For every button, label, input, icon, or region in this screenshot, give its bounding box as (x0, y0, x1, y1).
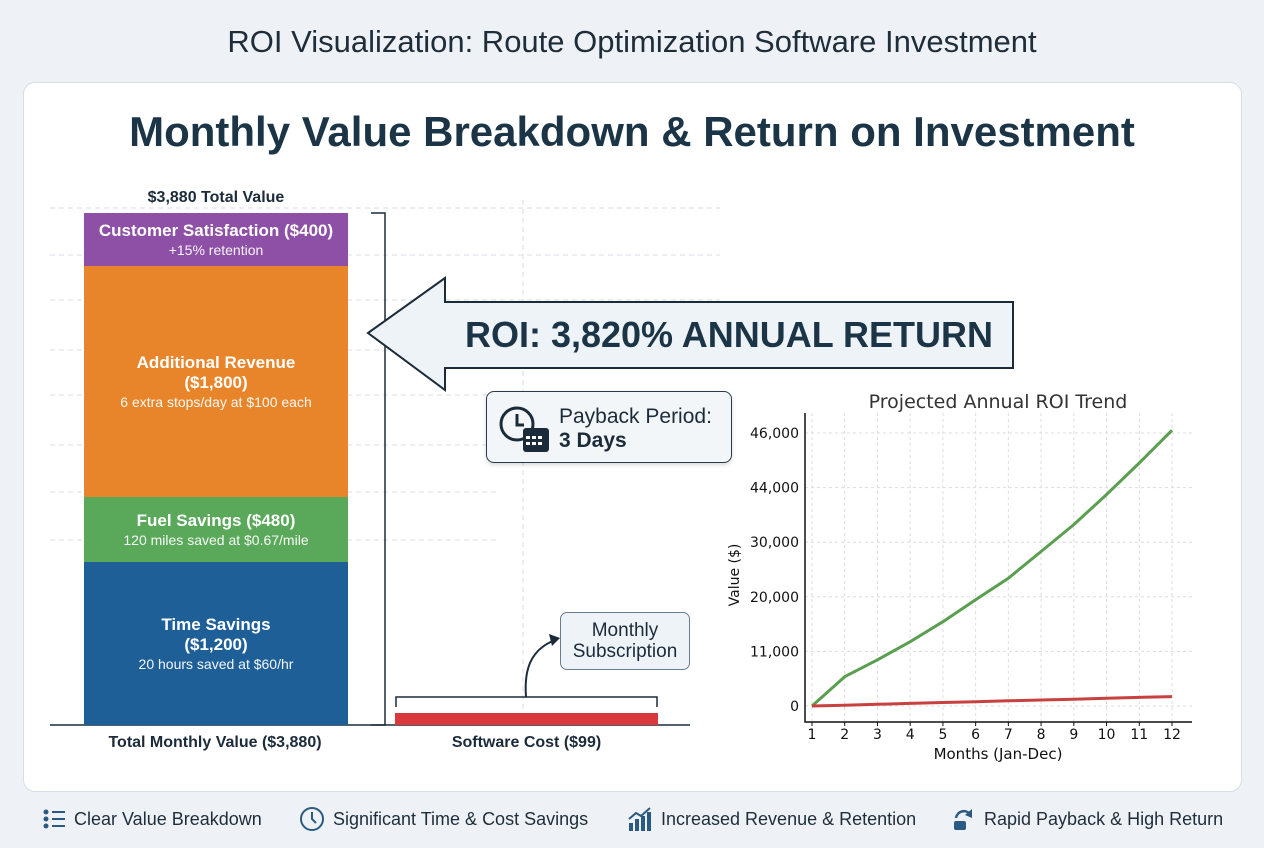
annotation-arrow (524, 639, 556, 698)
x-tick-label: 12 (1163, 727, 1181, 743)
y-tick-label: 0 (790, 699, 799, 715)
x-tick-label: 10 (1098, 727, 1116, 743)
payback-box: Payback Period: 3 Days (486, 391, 732, 463)
payback-label: Payback Period: (559, 405, 712, 428)
footer-item-time-savings: Significant Time & Cost Savings (299, 807, 588, 831)
y-tick-label: 20,000 (750, 590, 799, 606)
x-tick-label: 6 (971, 727, 980, 743)
x-tick-label: 11 (1130, 727, 1148, 743)
axes (804, 413, 1192, 723)
y-tick-label: 30,000 (750, 535, 799, 551)
series-line-value (810, 429, 1174, 708)
x-tick-label: 8 (1037, 727, 1046, 743)
chart-title: Projected Annual ROI Trend (869, 391, 1128, 413)
software-cost-bar (395, 713, 658, 725)
segment-subtitle: 20 hours saved at $60/hr (138, 655, 294, 672)
x-axis-label: Months (Jan-Dec) (934, 745, 1063, 763)
footer-label: Rapid Payback & High Return (984, 808, 1224, 829)
y-tick-label: 44,000 (750, 481, 799, 497)
x-tick-label: 9 (1069, 727, 1078, 743)
total-monthly-label: Total Monthly Value ($3,880) (108, 734, 322, 751)
footer-item-value-breakdown: Clear Value Breakdown (42, 807, 262, 831)
software-bracket (395, 696, 658, 707)
subscription-annotation: Monthly Subscription (560, 612, 690, 670)
main-title: Monthly Value Breakdown & Return on Inve… (129, 108, 1135, 155)
segment-time-savings: Time Savings ($1,200) 20 hours saved at … (84, 562, 348, 725)
x-tick-label: 5 (938, 727, 947, 743)
segment-subtitle: 120 miles saved at $0.67/mile (123, 531, 309, 548)
growth-chart-icon (628, 807, 651, 831)
x-tick-label: 7 (1004, 727, 1013, 743)
roi-arrow (366, 276, 1014, 392)
footer-item-payback: Rapid Payback & High Return (950, 807, 1223, 831)
segment-fuel-savings: Fuel Savings ($480) 120 miles saved at $… (84, 497, 348, 563)
x-tick-label: 1 (808, 727, 817, 743)
list-icon (43, 809, 65, 829)
x-tick-label: 2 (840, 727, 849, 743)
y-tick-label: 46,000 (750, 426, 799, 442)
footer-label: Increased Revenue & Retention (661, 808, 917, 829)
x-tick-label: 3 (873, 727, 882, 743)
y-tick-label: 11,000 (750, 644, 799, 660)
segment-subtitle: +15% retention (168, 241, 264, 258)
total-bracket (371, 212, 386, 726)
money-return-icon (954, 809, 972, 830)
footer-label: Significant Time & Cost Savings (333, 808, 589, 829)
segment-title: Customer Satisfaction ($400) (98, 220, 334, 240)
footer-label: Clear Value Breakdown (74, 808, 262, 829)
y-axis-label: Value ($) (727, 544, 743, 607)
roi-callout: ROI: 3,820% ANNUAL RETURN (464, 314, 994, 355)
clock-calendar-icon (499, 406, 549, 452)
clock-icon (300, 807, 324, 831)
series-line-cost (811, 695, 1173, 708)
footer-item-revenue: Increased Revenue & Retention (627, 807, 916, 831)
segment-additional-revenue: Additional Revenue ($1,800) 6 extra stop… (84, 266, 348, 498)
page-title: ROI Visualization: Route Optimization So… (227, 24, 1037, 59)
total-value-label: $3,880 Total Value (147, 189, 285, 206)
segment-title: Time Savings ($1,200) (161, 614, 271, 654)
software-cost-label: Software Cost ($99) (451, 734, 602, 751)
x-tick-label: 4 (906, 727, 915, 743)
payback-value: 3 Days (559, 429, 627, 452)
segment-subtitle: 6 extra stops/day at $100 each (120, 393, 312, 410)
segment-title: Fuel Savings ($480) (136, 510, 296, 530)
segment-title: Additional Revenue ($1,800) (136, 352, 296, 392)
